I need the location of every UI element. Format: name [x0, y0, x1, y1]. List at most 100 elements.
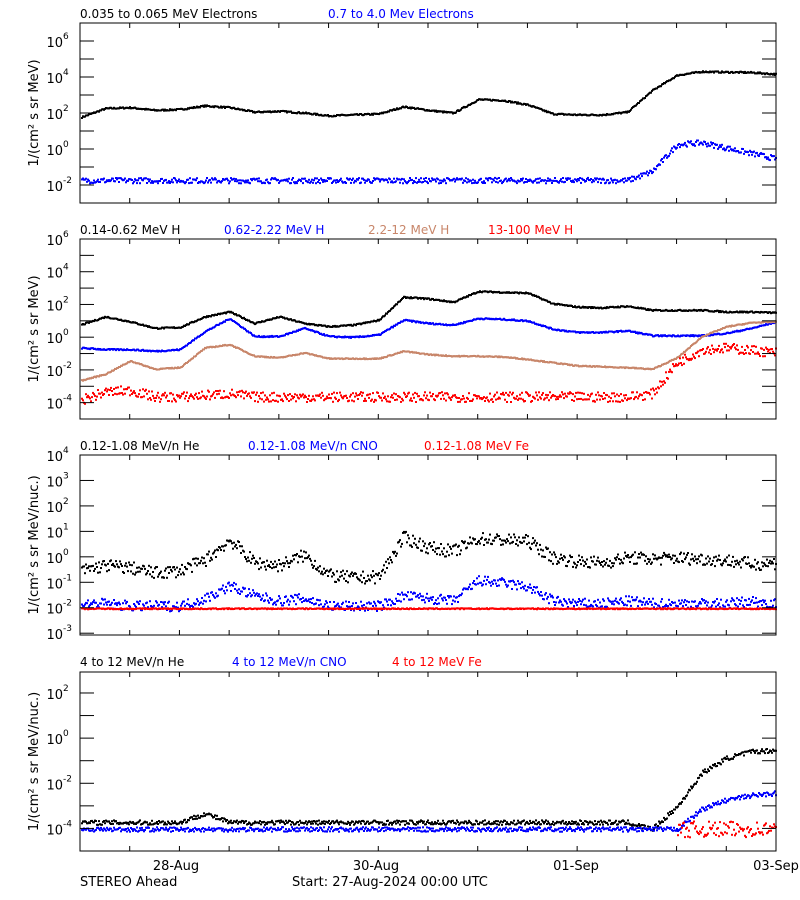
data-point: [467, 178, 469, 181]
data-point: [692, 353, 694, 356]
data-point: [623, 394, 625, 397]
data-point: [260, 180, 262, 183]
data-point: [240, 395, 242, 398]
data-point: [511, 393, 513, 396]
data-point: [97, 389, 99, 391]
data-point: [84, 402, 86, 405]
data-point: [540, 297, 542, 300]
data-point: [184, 397, 186, 400]
data-point: [738, 71, 740, 74]
data-point: [745, 352, 747, 355]
data-point: [333, 391, 335, 394]
data-point: [320, 396, 322, 399]
data-point: [639, 177, 641, 180]
data-point: [239, 179, 241, 182]
data-point: [753, 345, 755, 348]
data-point: [715, 555, 717, 558]
data-point: [303, 396, 305, 399]
data-point: [460, 549, 462, 552]
series-0-12-1-08-mev-n-he: [81, 530, 777, 585]
data-point: [502, 543, 504, 546]
data-point: [245, 329, 247, 332]
data-point: [113, 369, 115, 372]
data-point: [625, 394, 627, 397]
data-point: [555, 556, 557, 559]
data-point: [256, 391, 258, 394]
data-point: [683, 143, 685, 146]
data-point: [453, 177, 455, 180]
data-point: [478, 395, 480, 398]
data-point: [189, 177, 191, 180]
data-point: [170, 180, 172, 183]
data-point: [517, 101, 519, 104]
data-point: [302, 560, 304, 563]
data-point: [388, 562, 390, 565]
data-point: [534, 539, 536, 542]
data-point: [383, 397, 385, 399]
data-point: [715, 348, 717, 351]
y-tick-label: 10: [46, 299, 63, 314]
data-point: [693, 355, 695, 358]
y-tick-label: 10: [46, 398, 63, 413]
data-point: [466, 181, 468, 184]
data-point: [192, 396, 194, 399]
data-point: [435, 180, 437, 183]
data-point: [645, 555, 647, 558]
data-point: [565, 177, 567, 180]
data-point: [521, 541, 523, 544]
data-point: [630, 108, 632, 111]
data-point: [294, 182, 296, 185]
data-point: [159, 400, 161, 403]
data-point: [159, 572, 161, 574]
data-point: [394, 399, 396, 401]
data-point: [751, 153, 753, 156]
data-point: [206, 177, 208, 179]
data-point: [201, 390, 203, 393]
data-point: [552, 112, 554, 115]
data-point: [203, 348, 205, 351]
data-point: [522, 177, 524, 180]
data-point: [470, 179, 472, 182]
data-point: [270, 560, 272, 563]
data-point: [674, 364, 676, 367]
data-point: [286, 398, 288, 401]
data-point: [767, 565, 769, 568]
data-point: [650, 388, 652, 391]
data-point: [290, 318, 292, 321]
data-point: [679, 354, 681, 357]
data-point: [349, 395, 351, 398]
data-point: [395, 180, 397, 183]
data-point: [692, 334, 694, 337]
data-point: [336, 570, 338, 573]
data-point: [583, 564, 585, 567]
data-point: [684, 350, 686, 353]
data-point: [176, 394, 178, 397]
data-point: [594, 177, 596, 180]
data-point: [129, 563, 131, 566]
data-point: [593, 555, 595, 558]
panel-2: 0.14-0.62 MeV H 0.62-2.22 MeV H 2.2-12 MeV…: [27, 223, 777, 420]
data-point: [693, 143, 695, 146]
data-point: [411, 320, 413, 323]
data-point: [179, 396, 181, 399]
data-point: [330, 568, 332, 571]
data-point: [706, 347, 708, 350]
data-point: [559, 557, 561, 560]
data-point: [719, 559, 721, 561]
data-point: [635, 104, 637, 107]
data-point: [566, 395, 568, 398]
data-point: [537, 548, 539, 551]
data-point: [725, 342, 727, 345]
data-point: [462, 181, 464, 184]
data-point: [716, 559, 718, 562]
data-point: [338, 579, 340, 582]
data-point: [299, 555, 301, 558]
data-point: [392, 396, 394, 399]
data-point: [280, 563, 282, 566]
data-point: [292, 397, 294, 400]
data-point: [414, 391, 416, 394]
data-point: [365, 399, 367, 402]
data-point: [698, 555, 700, 558]
data-point: [626, 179, 628, 182]
